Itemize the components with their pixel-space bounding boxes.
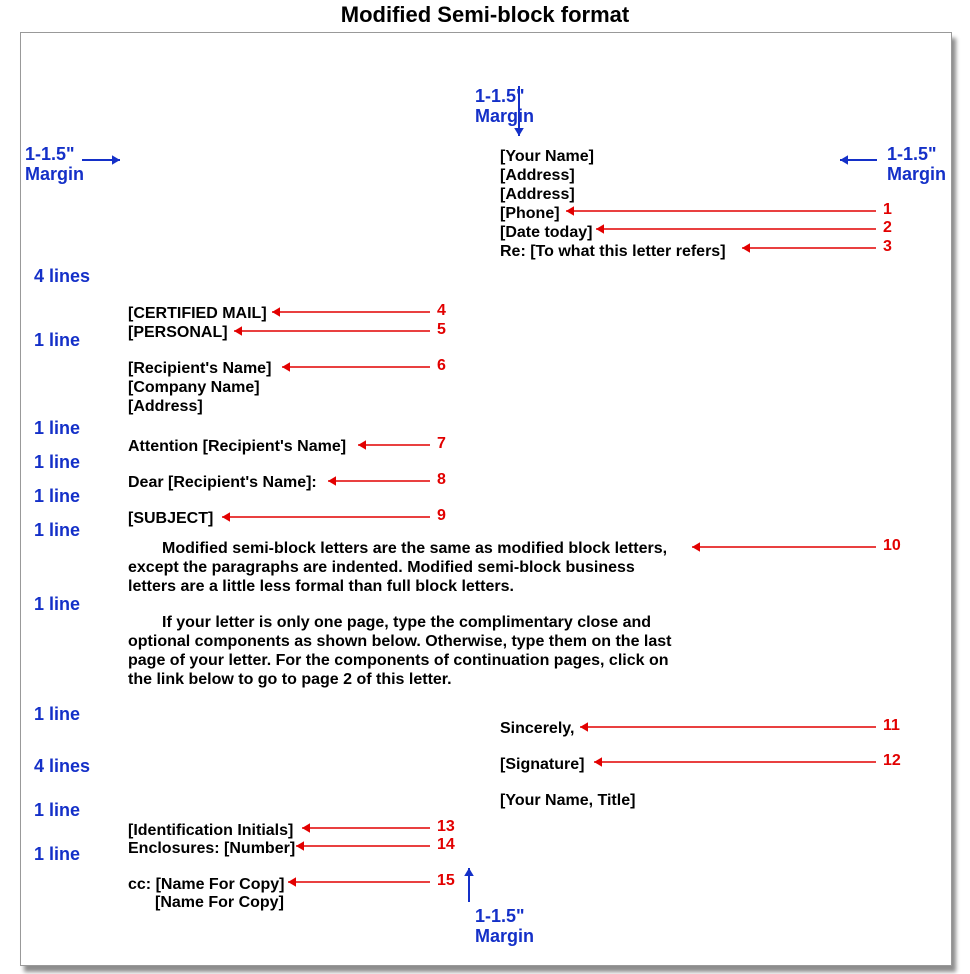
margin-top-label2: Margin — [475, 106, 534, 127]
para1-line-2: letters are a little less formal than fu… — [128, 578, 514, 596]
para2-line-0: If your letter is only one page, type th… — [162, 614, 651, 632]
margin-right-label1: 1-1.5" — [887, 144, 937, 165]
cc-line-1: cc: [Name For Copy] — [128, 876, 284, 894]
spacing-label-4: 1 line — [34, 486, 80, 507]
callout-number-12: 12 — [883, 752, 901, 770]
sender-line-5: Re: [To what this letter refers] — [500, 243, 726, 261]
margin-left-label2: Margin — [25, 164, 84, 185]
sender-line-0: [Your Name] — [500, 148, 594, 166]
margin-bottom-label1: 1-1.5" — [475, 906, 525, 927]
sender-line-3: [Phone] — [500, 205, 560, 223]
spacing-label-6: 1 line — [34, 594, 80, 615]
callout-number-15: 15 — [437, 872, 455, 890]
callout-number-13: 13 — [437, 818, 455, 836]
spacing-label-10: 1 line — [34, 844, 80, 865]
spacing-label-3: 1 line — [34, 452, 80, 473]
callout-number-9: 9 — [437, 507, 446, 525]
spacing-label-7: 1 line — [34, 704, 80, 725]
margin-bottom-label2: Margin — [475, 926, 534, 947]
sender-line-1: [Address] — [500, 167, 575, 185]
callout-number-2: 2 — [883, 219, 892, 237]
callout-number-8: 8 — [437, 471, 446, 489]
cc-line-2: [Name For Copy] — [155, 894, 284, 912]
spacing-label-2: 1 line — [34, 418, 80, 439]
sender-line-4: [Date today] — [500, 224, 592, 242]
stage: Modified Semi-block format 1-1.5"Margin1… — [0, 0, 970, 974]
margin-right-label2: Margin — [887, 164, 946, 185]
spacing-label-5: 1 line — [34, 520, 80, 541]
attention-line: Attention [Recipient's Name] — [128, 438, 346, 456]
signer-name-line: [Your Name, Title] — [500, 792, 635, 810]
callout-number-6: 6 — [437, 357, 446, 375]
callout-number-4: 4 — [437, 302, 446, 320]
recipient-line-2: [Address] — [128, 398, 203, 416]
para1-line-1: except the paragraphs are indented. Modi… — [128, 559, 635, 577]
salutation-line: Dear [Recipient's Name]: — [128, 474, 317, 492]
closing-line: Sincerely, — [500, 720, 574, 738]
recipient-line-1: [Company Name] — [128, 379, 260, 397]
signature-line: [Signature] — [500, 756, 584, 774]
initials-line: [Identification Initials] — [128, 822, 293, 840]
spacing-label-0: 4 lines — [34, 266, 90, 287]
para1-line-0: Modified semi-block letters are the same… — [162, 540, 667, 558]
callout-number-5: 5 — [437, 321, 446, 339]
page-title: Modified Semi-block format — [0, 2, 970, 28]
callout-number-14: 14 — [437, 836, 455, 854]
mail-notation-0: [CERTIFIED MAIL] — [128, 305, 267, 323]
enclosures-line: Enclosures: [Number] — [128, 840, 295, 858]
sender-line-2: [Address] — [500, 186, 575, 204]
para2-line-1: optional components as shown below. Othe… — [128, 633, 671, 651]
spacing-label-1: 1 line — [34, 330, 80, 351]
mail-notation-1: [PERSONAL] — [128, 324, 228, 342]
callout-number-7: 7 — [437, 435, 446, 453]
callout-number-3: 3 — [883, 238, 892, 256]
callout-number-1: 1 — [883, 201, 892, 219]
para2-line-3: the link below to go to page 2 of this l… — [128, 671, 452, 689]
spacing-label-9: 1 line — [34, 800, 80, 821]
margin-top-label1: 1-1.5" — [475, 86, 525, 107]
callout-number-11: 11 — [883, 717, 900, 735]
margin-left-label1: 1-1.5" — [25, 144, 75, 165]
subject-line: [SUBJECT] — [128, 510, 213, 528]
recipient-line-0: [Recipient's Name] — [128, 360, 271, 378]
spacing-label-8: 4 lines — [34, 756, 90, 777]
para2-line-2: page of your letter. For the components … — [128, 652, 669, 670]
callout-number-10: 10 — [883, 537, 901, 555]
